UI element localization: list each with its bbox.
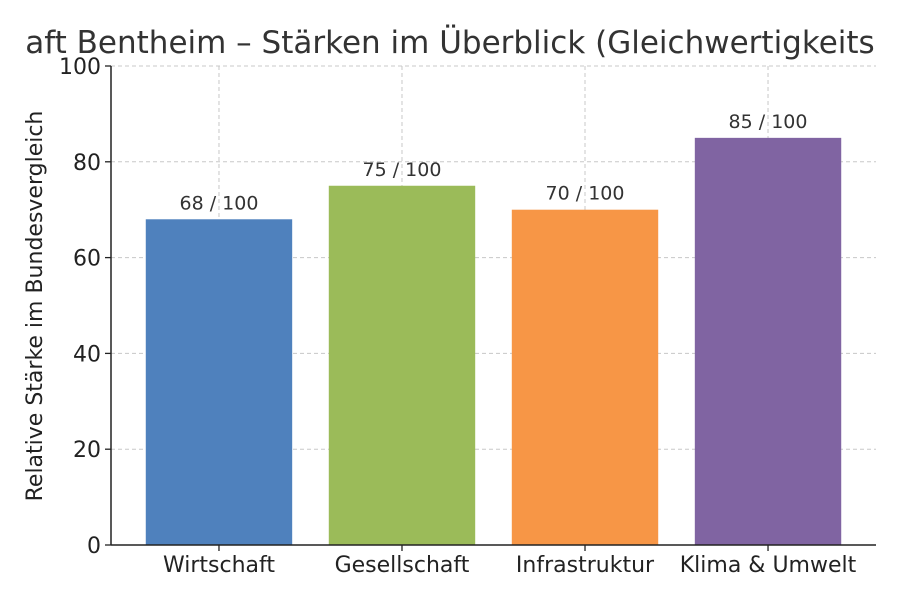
data-label: 68 / 100 bbox=[180, 192, 259, 214]
axes: 0 20 40 60 80 100 Wirtschaft Gesellschaft Infras… bbox=[59, 55, 876, 578]
x-tick-label: Klima & Umwelt bbox=[680, 553, 857, 578]
x-tick-label: Wirtschaft bbox=[163, 553, 275, 578]
data-label: 85 / 100 bbox=[729, 111, 808, 133]
y-tick-label: 20 bbox=[73, 438, 101, 463]
x-tick-label: Infrastruktur bbox=[516, 553, 655, 578]
x-tick-label: Gesellschaft bbox=[335, 553, 470, 578]
data-label: 70 / 100 bbox=[546, 183, 625, 205]
bar-gesellschaft bbox=[328, 185, 476, 545]
y-tick-label: 100 bbox=[59, 55, 101, 80]
y-axis-label: Relative Stärke im Bundesvergleich bbox=[23, 111, 48, 502]
data-label: 75 / 100 bbox=[363, 159, 442, 181]
y-tick-label: 0 bbox=[87, 534, 101, 559]
bar-wirtschaft bbox=[145, 219, 293, 545]
y-tick-label: 80 bbox=[73, 151, 101, 176]
bar-klima-umwelt bbox=[694, 137, 842, 545]
chart-title: aft Bentheim – Stärken im Überblick (Gle… bbox=[25, 24, 874, 61]
bars: 68 / 100 75 / 100 70 / 100 85 / 100 bbox=[145, 111, 842, 545]
y-tick-label: 60 bbox=[73, 247, 101, 272]
y-tick-label: 40 bbox=[73, 342, 101, 367]
bar-infrastruktur bbox=[511, 209, 659, 545]
